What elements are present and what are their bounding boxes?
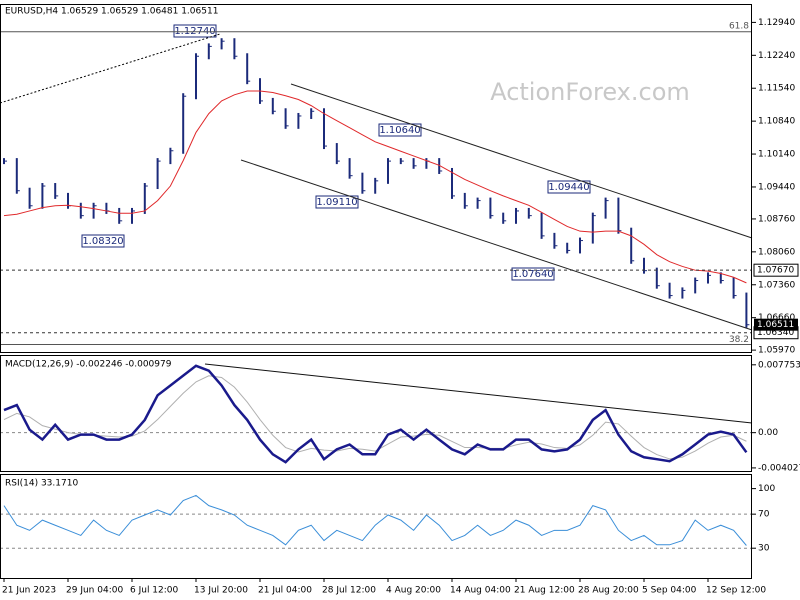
annotation: 1.09110 <box>316 197 357 208</box>
annotation: 1.07640 <box>512 269 553 280</box>
annotation: 1.10640 <box>379 125 420 136</box>
macd-trendline <box>204 363 753 424</box>
annotation-box <box>315 195 359 209</box>
trend-dotted <box>0 33 221 104</box>
y-tick-label: 1.10140 <box>758 150 795 160</box>
x-tick-label: 29 Jun 04:00 <box>66 586 123 596</box>
y-tick-label: 1.05970 <box>758 346 795 356</box>
annotation: 1.09440 <box>548 182 589 193</box>
x-tick-label: 21 Jul 04:00 <box>258 586 312 596</box>
series-line <box>3 494 747 546</box>
rsi-title: RSI(14) 33.1710 <box>5 479 78 489</box>
y-tick-label: 100 <box>758 484 775 494</box>
x-tick-label: 14 Aug 04:00 <box>450 586 511 596</box>
annotation-box <box>547 180 591 194</box>
annotation: 1.08320 <box>82 236 123 247</box>
macd-frame <box>0 355 752 472</box>
y-tick-label: 1.08760 <box>758 214 795 224</box>
last-price-box <box>754 318 798 331</box>
channel-bottom <box>240 159 753 331</box>
y-tick-label: 0.00 <box>758 428 778 438</box>
y-tick-label: 1.10840 <box>758 117 795 127</box>
watermark: ActionForex.com <box>490 78 690 106</box>
annotation-box <box>378 123 422 137</box>
series-line <box>3 90 747 284</box>
x-tick-label: 13 Jul 20:00 <box>194 586 248 596</box>
x-tick-label: 21 Aug 12:00 <box>514 586 575 596</box>
fib-label: 38.2 <box>729 335 749 345</box>
plot-layer: 1.127401.083201.091101.106401.076401.094… <box>0 21 752 549</box>
x-tick-label: 6 Jul 12:00 <box>130 586 179 596</box>
x-tick-label: 28 Aug 20:00 <box>578 586 639 596</box>
level-label: 1.07670 <box>757 266 794 276</box>
y-tick-label: 1.11540 <box>758 84 795 94</box>
annotation-box <box>511 267 555 281</box>
x-tick-label: 4 Aug 20:00 <box>386 586 441 596</box>
x-tick-label: 12 Sep 12:00 <box>706 586 766 596</box>
x-tick-label: 5 Sep 04:00 <box>642 586 697 596</box>
y-tick-label: 1.09440 <box>758 182 795 192</box>
last-price-label: 1.06511 <box>757 320 794 330</box>
macd-title: MACD(12,26,9) -0.002246 -0.000979 <box>5 360 172 370</box>
price-frame <box>0 4 752 353</box>
channel-top <box>290 83 753 239</box>
level-box <box>753 263 799 277</box>
rsi-frame <box>0 474 752 579</box>
fib-label: 61.8 <box>729 21 749 31</box>
y-tick-label: 1.06660 <box>758 313 795 323</box>
y-tick-label: 1.07360 <box>758 280 795 290</box>
y-tick-label: 1.08060 <box>758 247 795 257</box>
y-tick-label: 0.007753 <box>758 360 800 370</box>
x-tick-label: 28 Jul 12:00 <box>322 586 376 596</box>
price-title: EURUSD,H4 1.06529 1.06529 1.06481 1.0651… <box>5 7 218 17</box>
annotation-box <box>173 24 217 38</box>
y-tick-label: 70 <box>758 510 770 520</box>
y-tick-label: -0.004027 <box>758 463 800 473</box>
y-tick-label: 30 <box>758 544 770 554</box>
series-line <box>3 364 748 464</box>
x-tick-label: 21 Jun 2023 <box>2 586 56 596</box>
annotation-box <box>81 234 125 248</box>
y-tick-label: 1.12240 <box>758 51 795 61</box>
y-tick-label: 1.12940 <box>758 18 795 28</box>
level-label: 1.06340 <box>757 328 794 338</box>
